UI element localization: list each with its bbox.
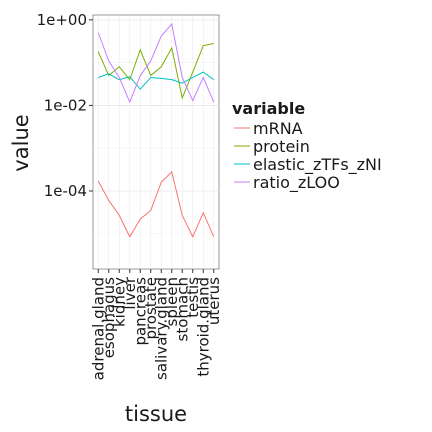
x-tick-label: spleen: [163, 277, 181, 326]
y-axis: 1e+00 1e-02 1e-04: [37, 11, 93, 200]
y-axis-title: value: [9, 114, 33, 171]
x-axis: adrenal.glandesophaguskidneyliverpancrea…: [89, 269, 223, 380]
x-tick-label: kidney: [110, 277, 128, 327]
series-line-protein: [97, 43, 214, 100]
major-gridlines: [93, 15, 219, 269]
x-tick-label: prostate: [142, 277, 160, 340]
legend-label: ratio_zLOO: [253, 173, 340, 193]
y-tick-label: 1e+00: [37, 11, 87, 29]
x-tick-label: testis: [184, 277, 202, 318]
x-tick-label: adrenal.gland: [89, 277, 107, 380]
series-line-elastic-ztfs-zni: [98, 71, 215, 90]
series-line-mrna: [97, 170, 215, 238]
x-tick-label: uterus: [205, 277, 223, 325]
y-tick-label: 1e-02: [44, 96, 87, 114]
x-tick-label: thyroid.gland: [194, 277, 212, 377]
plot-panel: [92, 14, 220, 270]
series-line-ratio-zloo: [97, 22, 215, 104]
x-tick-label: liver: [121, 276, 139, 309]
x-tick-label: salivary.gland: [152, 277, 170, 380]
legend-label: elastic_zTFs_zNI: [253, 155, 382, 175]
legend-title: variable: [232, 99, 305, 118]
x-axis-title: tissue: [125, 402, 187, 426]
x-tick-label: stomach: [173, 277, 191, 341]
legend: variable mRNAproteinelastic_zTFs_zNIrati…: [232, 99, 382, 193]
series-lines: [97, 22, 215, 238]
y-tick-label: 1e-04: [44, 182, 87, 200]
legend-label: protein: [253, 137, 310, 156]
x-tick-label: pancreas: [131, 277, 149, 346]
legend-label: mRNA: [253, 119, 303, 138]
minor-gridlines: [93, 62, 219, 235]
x-tick-label: esophagus: [100, 277, 118, 358]
